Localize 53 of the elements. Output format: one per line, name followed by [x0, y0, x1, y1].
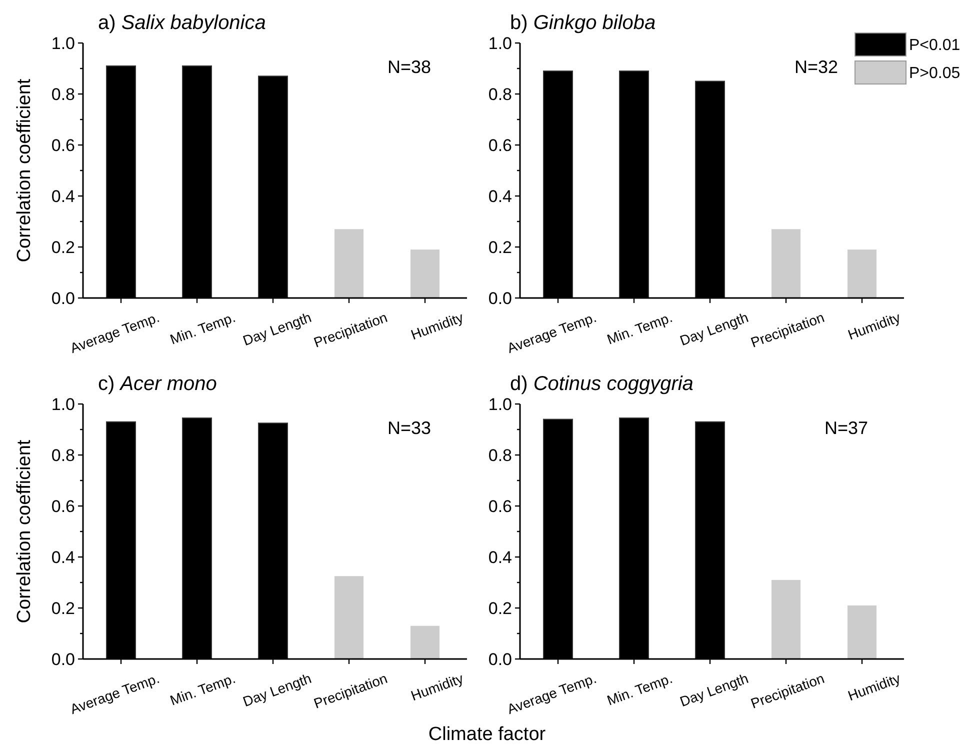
bar [772, 580, 800, 659]
y-tick-label: 0.4 [488, 548, 512, 567]
bar [848, 605, 876, 659]
legend-label: P>0.05 [909, 65, 960, 82]
bar [334, 576, 364, 659]
chart-title: d) Cotinus coggygria [510, 373, 694, 395]
y-tick-label: 0.0 [488, 650, 512, 669]
y-tick-label: 1.0 [488, 394, 512, 414]
y-tick-label: 0.6 [51, 496, 75, 516]
y-tick-label: 1.0 [51, 34, 75, 53]
annotation: N=32 [794, 57, 838, 77]
chart-title: c) Acer mono [98, 373, 217, 395]
y-tick-label: 1.0 [51, 394, 75, 414]
y-tick-label: 0.8 [51, 84, 75, 104]
legend-label: P<0.01 [909, 37, 960, 54]
x-tick-label: Min. Temp. [604, 670, 674, 708]
x-tick-label: Day Length [678, 308, 750, 349]
y-tick-label: 0.8 [51, 446, 75, 465]
y-tick-label: 0.2 [488, 598, 512, 618]
annotation: N=37 [824, 418, 868, 438]
bar [410, 250, 440, 298]
y-tick-label: 0.6 [488, 496, 512, 516]
x-tick-label: Day Length [240, 308, 314, 349]
y-axis-title: Correlation coefficient [14, 439, 35, 624]
y-tick-label: 0.6 [488, 136, 512, 155]
y-tick-label: 1.0 [488, 34, 512, 53]
y-tick-label: 0.8 [488, 446, 512, 465]
y-tick-label: 0.4 [488, 186, 512, 206]
chart-title: a) Salix babylonica [98, 12, 266, 34]
bar [334, 229, 364, 298]
y-tick-label: 0.2 [51, 598, 75, 618]
bar [772, 229, 800, 298]
annotation: N=38 [387, 57, 431, 77]
annotation: N=33 [387, 418, 431, 438]
y-tick-label: 0.4 [51, 548, 75, 567]
x-tick-label: Day Length [678, 670, 750, 710]
y-tick-label: 0.0 [51, 288, 75, 308]
bar [848, 250, 876, 298]
y-tick-label: 0.4 [51, 186, 75, 206]
y-tick-label: 0.2 [488, 238, 512, 257]
x-tick-label: Day Length [240, 670, 314, 710]
y-tick-label: 0.0 [51, 650, 75, 669]
y-axis-title: Correlation coefficient [14, 78, 35, 262]
y-tick-label: 0.6 [51, 136, 75, 155]
y-tick-label: 0.8 [488, 84, 512, 104]
x-axis-title: Climate factor [428, 724, 546, 745]
x-tick-label: Min. Temp. [604, 308, 674, 348]
x-tick-label: Min. Temp. [168, 670, 238, 708]
x-tick-label: Min. Temp. [168, 308, 238, 348]
bar [410, 626, 440, 659]
y-tick-label: 0.2 [51, 238, 75, 257]
y-tick-label: 0.0 [488, 288, 512, 308]
chart-title: b) Ginkgo biloba [510, 12, 656, 34]
